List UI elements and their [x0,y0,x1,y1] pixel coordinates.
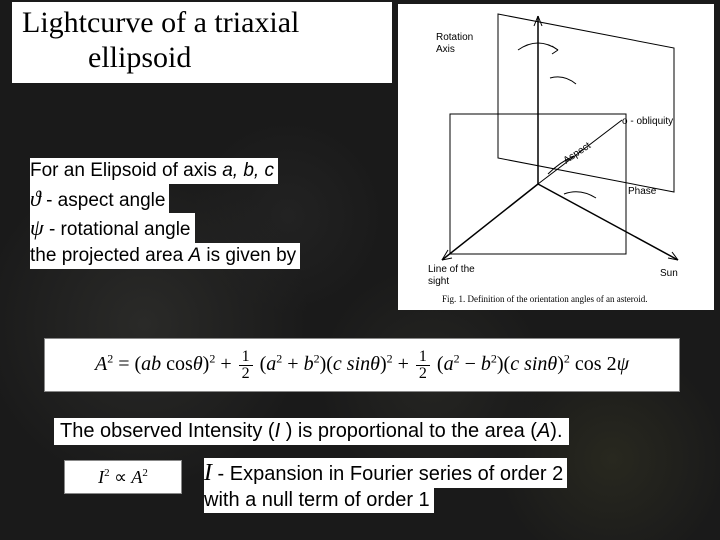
expansion-l2: with a null term of order 1 [204,488,434,513]
orientation-diagram: Rotation Axis o - obliquity Aspect Phase… [398,4,714,310]
phase-label: Phase [628,186,657,197]
los-label-2: sight [428,276,449,287]
body-l1-pre: For an Elipsoid of axis [30,160,222,181]
aspect-label: Aspect [562,140,594,166]
expansion-text: I - Expansion in Fourier series of order… [204,458,567,513]
los-label-1: Line of the [428,264,475,275]
expansion-I: I [204,460,212,486]
rotation-axis-label-1: Rotation [436,32,473,43]
body-axes: a, b, c [222,160,274,181]
proportionality-formula: I2 ∝ A2 [64,460,182,494]
main-formula: A2 = (ab cosθ)2 + 12 (a2 + b2)(c sinθ)2 … [44,338,680,392]
rotation-axis-label-2: Axis [436,44,455,55]
theta-symbol: ϑ [30,186,41,211]
body-l4-post: is given by [201,245,296,266]
area-symbol: A [188,245,201,266]
body-text: For an Elipsoid of axis a, b, c ϑ - aspe… [30,158,300,269]
psi-symbol: ψ [30,215,44,240]
body-l4-pre: the projected area [30,245,188,266]
sun-label: Sun [660,268,678,279]
theta-label: - aspect angle [41,190,166,211]
obliquity-label: o - obliquity [622,116,673,127]
slide-title: Lightcurve of a triaxial ellipsoid [12,2,392,83]
expansion-l1: - Expansion in Fourier series of order 2 [212,463,563,485]
intensity-statement: The observed Intensity (I ) is proportio… [54,418,569,445]
diagram-caption: Fig. 1. Definition of the orientation an… [442,294,647,304]
title-line-2: ellipsoid [22,41,382,76]
psi-label: - rotational angle [44,219,191,240]
title-line-1: Lightcurve of a triaxial [22,6,382,41]
